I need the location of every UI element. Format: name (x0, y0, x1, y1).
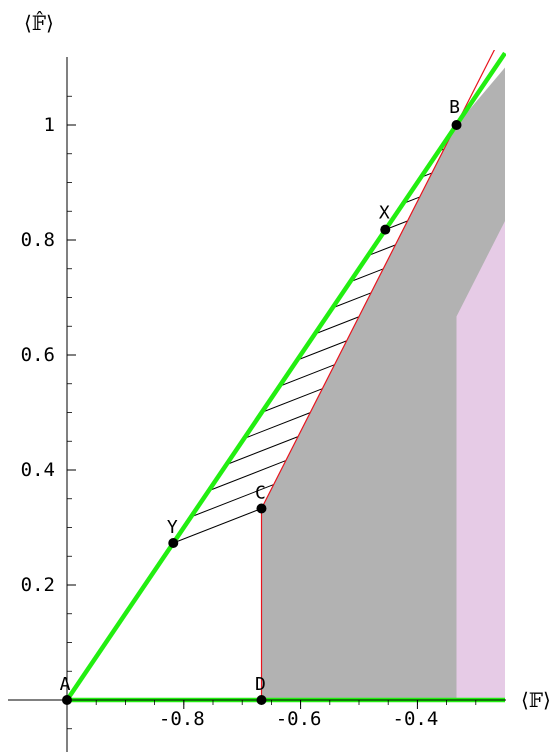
gray-region (261, 67, 505, 700)
point-label-d: D (255, 674, 266, 695)
y-tick-label: 0.4 (21, 459, 55, 481)
point-d (256, 695, 267, 705)
y-tick-label: 0.2 (21, 574, 55, 596)
y-axis-title: ⟨𝔽̂⟩ (24, 9, 54, 35)
point-label-y: Y (167, 517, 178, 538)
x-tick-label: -0.4 (393, 708, 439, 730)
point-a (62, 695, 72, 705)
hatch-line (173, 508, 262, 544)
point-label-c: C (255, 483, 266, 504)
point-y (168, 538, 179, 549)
points-layer: A B C D X Y (60, 97, 462, 705)
hatch-line (208, 460, 287, 492)
hatch-line (367, 244, 396, 257)
point-label-x: X (379, 203, 390, 224)
hatch-layer (173, 148, 445, 544)
point-c (256, 503, 267, 514)
hatch-line (190, 484, 274, 518)
hatch-line (314, 316, 360, 335)
hatch-line (261, 388, 323, 413)
y-tick-label: 0.8 (21, 229, 55, 251)
hatch-line (350, 268, 384, 283)
point-b (451, 120, 462, 130)
x-tick-label: -0.8 (159, 708, 205, 730)
hatch-line (332, 292, 372, 309)
hatch-line (297, 340, 347, 361)
point-x (380, 224, 391, 235)
point-label-b: B (449, 97, 460, 118)
point-label-a: A (60, 674, 71, 695)
pink-region (456, 221, 505, 700)
axes-layer: -0.8 -0.6 -0.4 0.2 0.4 0.6 0.8 1 (8, 57, 506, 752)
x-axis-title: ⟨𝔽⟩ (521, 688, 551, 712)
regions-layer (261, 67, 505, 700)
y-tick-label: 0.6 (21, 344, 55, 366)
x-tick-label: -0.6 (276, 708, 322, 730)
hatch-line (226, 436, 299, 466)
green-line-1 (65, 51, 506, 702)
hatch-line (279, 364, 335, 387)
y-tick-label: 1 (44, 114, 55, 136)
hatch-line (243, 412, 311, 439)
